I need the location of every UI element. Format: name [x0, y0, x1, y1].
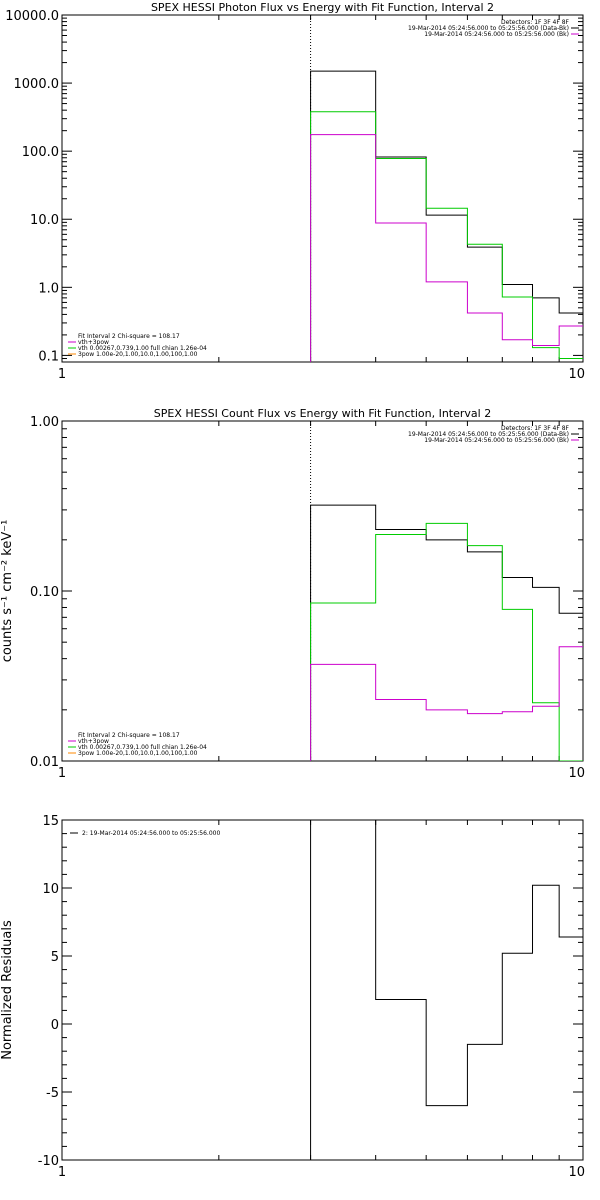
y-tick-label: 1.00: [30, 415, 59, 430]
legend-entry: 19-Mar-2014 05:24:56.000 to 05:25:56.000…: [424, 437, 569, 444]
legend-entry: vth+3pow: [78, 339, 109, 346]
plot-frame: [61, 819, 584, 1161]
x-tick-label: 1: [58, 367, 66, 382]
y-axis-label: Normalized Residuals: [0, 920, 15, 1060]
series-green-line: [310, 522, 583, 761]
data-layer: [310, 820, 583, 1160]
y-tick-label: 100.0: [22, 145, 59, 160]
legend-entry: 19-Mar-2014 05:24:56.000 to 05:25:56.000…: [408, 25, 569, 32]
y-tick-label: -10: [38, 1154, 59, 1169]
y-axis-label: counts s⁻¹ cm⁻² keV⁻¹: [0, 520, 15, 663]
x-tick-label: 10: [568, 766, 585, 781]
y-tick-label: 15: [42, 814, 59, 829]
y-tick-label: 0.10: [30, 585, 59, 600]
x-tick-label: 1: [58, 1165, 66, 1180]
legend-entry: Detectors: 1F 3F 4F 8F: [501, 19, 570, 26]
plot-frame: [61, 14, 584, 363]
y-tick-label: 1000.0: [14, 77, 60, 92]
y-tick-label: 1.0: [38, 281, 59, 296]
legend-entry: Fit Interval 2 Chi-square = 108.17: [78, 333, 180, 340]
chart-title: SPEX HESSI Photon Flux vs Energy with Fi…: [151, 1, 494, 14]
legend-entry: Fit Interval 2 Chi-square = 108.17: [78, 732, 180, 739]
data-layer: [310, 504, 583, 761]
legend-entry: Detectors: 1F 3F 4F 8F: [501, 425, 570, 432]
series-magenta-line: [310, 134, 583, 362]
data-layer: [310, 70, 583, 362]
chart-title: SPEX HESSI Count Flux vs Energy with Fit…: [154, 407, 491, 420]
series-black-line: [310, 504, 583, 761]
x-tick-label: 1: [58, 766, 66, 781]
y-tick-label: 0.1: [38, 349, 59, 364]
chart-3: 1 10 -10 -5 0 5 10 15 Normalized Residuals 2: 19-…: [0, 814, 585, 1180]
chart-1: 1 10 0.1 1.0 10.0 100.0 1000.0 10000.0 SPEX HESS…: [5, 1, 585, 382]
plot-frame: [61, 420, 584, 762]
legend-entry: vth 0.00267,0.739,1.00 full chian 1.26e-…: [78, 744, 207, 751]
series-magenta-line: [310, 646, 583, 761]
x-tick-label: 10: [568, 367, 585, 382]
legend-entry: 3pow 1.00e-20,1.00,10.0,1.00,100,1.00: [78, 351, 198, 358]
series-green-line: [310, 111, 583, 362]
legend-entry: 19-Mar-2014 05:24:56.000 to 05:25:56.000…: [424, 31, 569, 38]
y-tick-label: 10000.0: [5, 9, 59, 24]
legend-entry: 2: 19-Mar-2014 05:24:56.000 to 05:25:56.…: [82, 830, 220, 837]
legend-entry: vth+3pow: [78, 738, 109, 745]
series-black-line: [310, 820, 583, 1160]
y-tick-label: -5: [46, 1086, 59, 1101]
series-black-line: [310, 70, 583, 362]
y-tick-label: 0: [51, 1018, 59, 1033]
y-tick-label: 10.0: [30, 213, 59, 228]
y-tick-label: 5: [51, 950, 59, 965]
legend-entry: 3pow 1.00e-20,1.00,10.0,1.00,100,1.00: [78, 750, 198, 757]
legend-entry: 19-Mar-2014 05:24:56.000 to 05:25:56.000…: [408, 431, 569, 438]
y-tick-label: 0.01: [30, 755, 59, 770]
legend-entry: vth 0.00267,0.739,1.00 full chian 1.26e-…: [78, 345, 207, 352]
x-tick-label: 10: [568, 1165, 585, 1180]
y-tick-label: 10: [42, 882, 59, 897]
chart-2: 1 10 0.01 0.10 1.00 SPEX HESSI Count Flux vs …: [0, 407, 585, 781]
